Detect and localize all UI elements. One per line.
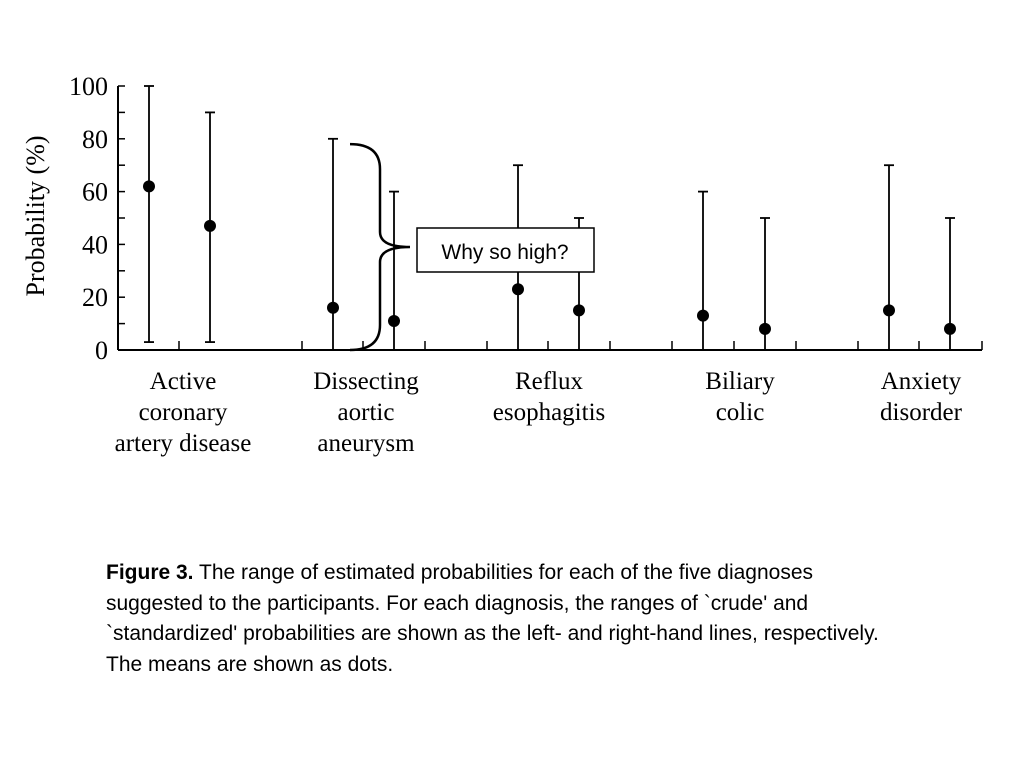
- category-label: Anxiety disorder: [880, 368, 963, 426]
- y-axis-label: Probability (%): [21, 135, 50, 296]
- y-tick-label: 100: [69, 72, 108, 101]
- category-label-line: Dissecting: [313, 368, 419, 395]
- mean-dot: [883, 304, 895, 317]
- x-ticks: [178, 341, 983, 350]
- mean-dot: [573, 304, 585, 317]
- mean-dot: [143, 180, 155, 193]
- annotation-text: Why so high?: [441, 241, 568, 264]
- range-lines: [144, 85, 955, 350]
- curly-brace: [349, 142, 411, 352]
- axes: [117, 86, 982, 351]
- category-label: Reflux esophagitis: [493, 368, 606, 426]
- category-label: Active coronary artery disease: [115, 368, 252, 457]
- category-label-line: Biliary: [705, 368, 775, 395]
- probability-range-chart: 0 20 40 60 80 100 Active coronary artery diseas…: [21, 72, 983, 457]
- y-tick-label: 80: [82, 125, 108, 154]
- figure-caption: Figure 3. The range of estimated probabi…: [106, 558, 906, 680]
- annotation-box: [416, 227, 595, 273]
- caption-text: The range of estimated probabilities for…: [106, 561, 879, 676]
- category-label-line: colic: [716, 399, 765, 426]
- category-label-line: Reflux: [515, 368, 584, 395]
- mean-dots: [143, 180, 956, 335]
- mean-dot: [388, 314, 400, 327]
- y-tick-label: 0: [95, 336, 108, 365]
- y-tick-label: 20: [82, 283, 108, 312]
- mean-dot: [512, 283, 524, 296]
- category-label-line: esophagitis: [493, 399, 606, 426]
- category-label: Dissecting aortic aneurysm: [313, 368, 419, 457]
- category-label-line: disorder: [880, 399, 963, 426]
- category-label-line: Active: [150, 368, 217, 395]
- category-label: Biliary colic: [705, 368, 775, 426]
- mean-dot: [204, 219, 216, 232]
- caption-label: Figure 3.: [106, 561, 194, 584]
- y-tick-label: 40: [82, 230, 108, 259]
- mean-dot: [327, 301, 339, 314]
- category-label-line: Anxiety: [881, 368, 962, 395]
- y-tick-label: 60: [82, 178, 108, 207]
- category-labels: Active coronary artery disease Dissecting ao…: [115, 368, 963, 457]
- mean-dot: [944, 322, 956, 335]
- category-label-line: coronary: [139, 399, 228, 426]
- category-label-line: aortic: [338, 399, 395, 426]
- y-ticks: 0 20 40 60 80 100: [69, 72, 125, 365]
- category-label-line: aneurysm: [317, 430, 415, 457]
- mean-dot: [697, 309, 709, 322]
- category-label-line: artery disease: [115, 430, 252, 457]
- mean-dot: [759, 322, 771, 335]
- annotation: Why so high?: [349, 142, 595, 352]
